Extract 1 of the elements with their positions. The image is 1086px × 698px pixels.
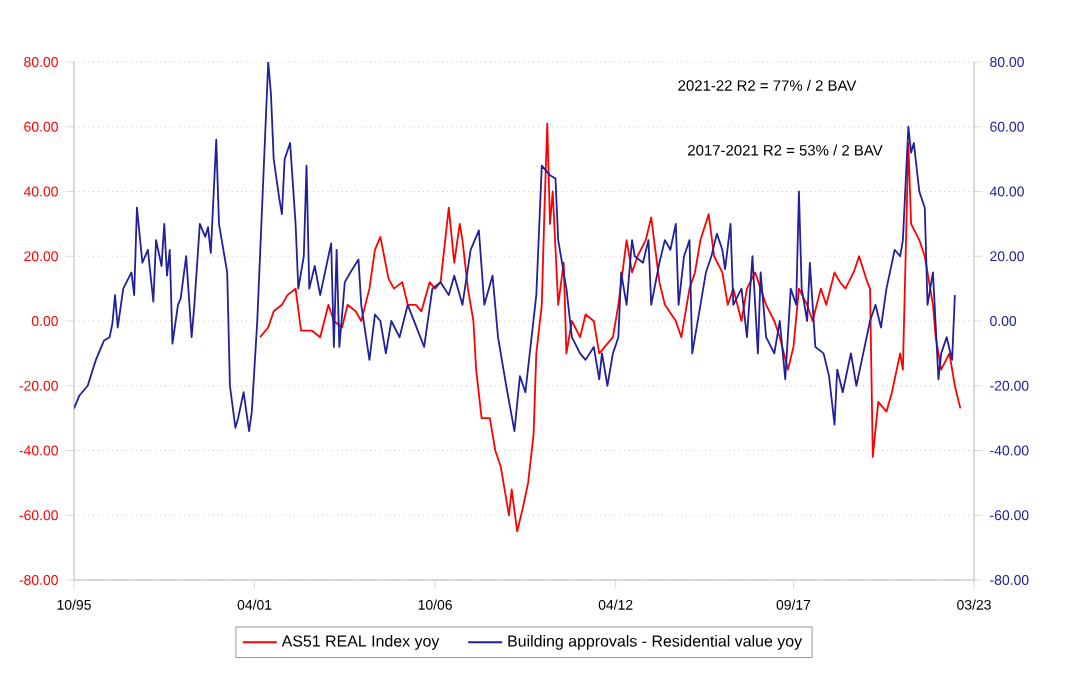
line-series xyxy=(74,62,956,432)
